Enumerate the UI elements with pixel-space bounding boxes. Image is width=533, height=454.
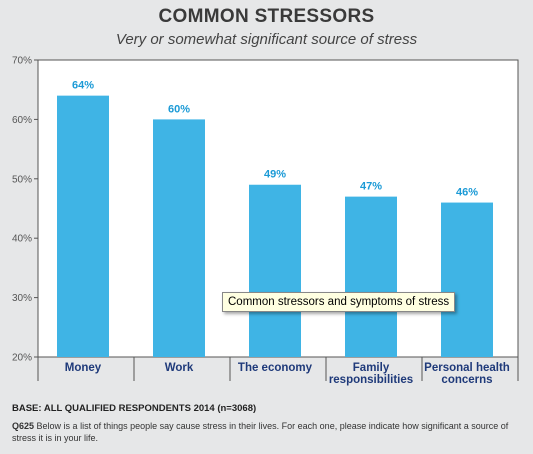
x-tick-label: Work [165,362,194,374]
x-tick-label: concerns [441,374,492,386]
data-label: 47% [360,181,382,193]
data-label: 64% [72,80,94,92]
x-tick-label: Money [65,362,102,374]
bar [249,184,301,357]
bar [441,202,493,357]
y-tick-label: 70% [12,56,32,67]
y-tick-label: 40% [12,234,32,245]
x-tick-label: Personal health [424,362,510,374]
y-axis: 20% 30% 40% 50% 60% 70% [12,56,38,364]
x-tick-label: responsibilities [329,374,413,386]
bar [153,119,205,358]
x-tick-label: Family [353,362,390,374]
y-tick-label: 60% [12,115,32,126]
chart-title: COMMON STRESSORS [158,6,375,27]
question-id: Q625 [12,421,35,431]
question-note: Q625 Below is a list of things people sa… [12,420,524,444]
x-axis: Money Work The economy Familyresponsibiliti… [37,357,519,386]
y-tick-label: 20% [12,353,32,364]
bars: 64% 60% 49% 47% 46% [57,80,493,358]
bar [57,95,109,357]
tooltip: Common stressors and symptoms of stress [222,292,456,312]
y-tick-label: 30% [12,293,32,304]
data-label: 60% [168,103,190,115]
base-note: BASE: ALL QUALIFIED RESPONDENTS 2014 (n=… [12,403,257,414]
x-tick-label: The economy [238,362,313,374]
data-label: 46% [456,187,478,199]
y-tick-label: 50% [12,174,32,185]
chart-subtitle: Very or somewhat significant source of s… [115,31,418,48]
data-label: 49% [264,169,286,181]
question-text: Below is a list of things people say cau… [12,421,509,443]
bar [345,196,397,357]
